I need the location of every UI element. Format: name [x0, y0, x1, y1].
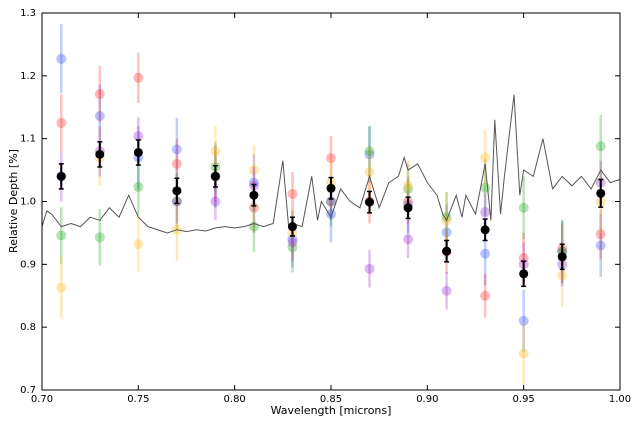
- point: [403, 180, 414, 191]
- point: [596, 188, 606, 198]
- point: [557, 252, 567, 262]
- point: [519, 269, 529, 279]
- point: [95, 149, 105, 159]
- point: [364, 146, 375, 157]
- point: [557, 270, 568, 281]
- point: [56, 171, 66, 181]
- point: [595, 229, 606, 240]
- point: [441, 285, 452, 296]
- point: [403, 234, 414, 245]
- point: [403, 203, 413, 213]
- y-tick-label: 1.2: [20, 71, 36, 82]
- point: [133, 131, 144, 142]
- point: [94, 232, 105, 243]
- y-tick-label: 0.8: [20, 322, 36, 333]
- point: [595, 141, 606, 152]
- y-tick-label: 1.0: [20, 197, 36, 208]
- point: [56, 230, 67, 241]
- point: [480, 152, 491, 163]
- point: [248, 165, 259, 176]
- x-tick-label: 0.80: [224, 394, 246, 405]
- point: [94, 111, 105, 122]
- point: [480, 225, 490, 235]
- point: [364, 166, 375, 177]
- point: [403, 183, 414, 194]
- point: [171, 158, 182, 169]
- y-tick-label: 1.1: [20, 134, 36, 145]
- plot-frame: [41, 12, 621, 391]
- point: [365, 197, 375, 207]
- x-tick-label: 0.85: [320, 394, 342, 405]
- point: [518, 348, 529, 359]
- x-tick-label: 0.90: [416, 394, 438, 405]
- point: [287, 222, 297, 232]
- point: [249, 190, 259, 200]
- point: [364, 149, 375, 160]
- point: [94, 89, 105, 100]
- point: [210, 196, 221, 207]
- point: [518, 315, 529, 326]
- point: [595, 240, 606, 251]
- y-tick-label: 0.7: [20, 385, 36, 396]
- x-tick-label: 0.75: [127, 394, 149, 405]
- point: [442, 246, 452, 256]
- plot-area: [42, 13, 620, 390]
- point: [480, 248, 491, 259]
- point: [172, 186, 182, 196]
- point: [210, 146, 221, 157]
- y-tick-label: 1.3: [20, 8, 36, 19]
- point: [133, 182, 144, 193]
- point: [326, 209, 336, 220]
- y-axis-label: Relative Depth [%]: [7, 149, 20, 253]
- point: [171, 144, 182, 155]
- point: [56, 117, 67, 128]
- point: [210, 171, 220, 181]
- point: [441, 227, 452, 238]
- model-line: [41, 94, 621, 234]
- x-tick-label: 1.00: [609, 394, 631, 405]
- point: [133, 147, 143, 157]
- point: [133, 239, 144, 250]
- y-tick-label: 0.9: [20, 259, 36, 270]
- point: [326, 153, 336, 164]
- point: [287, 242, 298, 253]
- x-tick-label: 0.70: [31, 394, 53, 405]
- point: [518, 202, 529, 213]
- point: [56, 53, 67, 64]
- point: [287, 188, 298, 199]
- x-axis-label: Wavelength [microns]: [271, 404, 392, 417]
- point: [480, 207, 491, 218]
- point: [56, 282, 67, 293]
- point: [480, 290, 491, 301]
- point: [133, 72, 144, 83]
- point: [287, 237, 298, 248]
- point: [364, 263, 375, 274]
- point: [326, 183, 336, 193]
- x-tick-label: 0.95: [513, 394, 535, 405]
